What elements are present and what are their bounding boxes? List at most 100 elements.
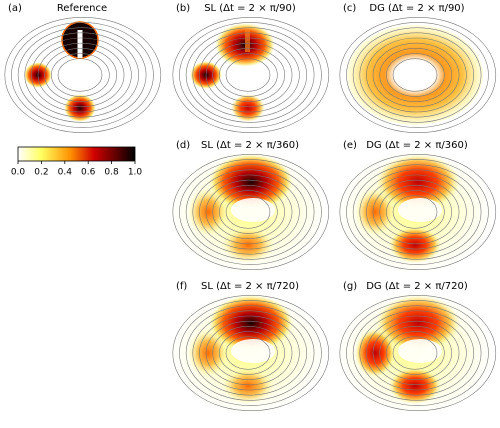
- panel-title: SL (Δt = 2 × π/360): [201, 140, 299, 151]
- streamline: [359, 310, 475, 396]
- streamline: [185, 27, 315, 123]
- disk-slot: [77, 30, 83, 58]
- streamline: [225, 336, 271, 370]
- streamline: [172, 153, 330, 271]
- panel-label: (b): [176, 3, 190, 14]
- field-hole: [398, 198, 442, 222]
- streamline: [199, 315, 300, 391]
- streamline: [339, 16, 497, 134]
- field-blob: [188, 329, 228, 377]
- field-hole: [231, 339, 275, 363]
- streamline: [352, 164, 482, 260]
- panel-label: (f): [176, 281, 187, 292]
- streamline: [372, 320, 460, 386]
- streamline: [225, 58, 271, 92]
- field-hole: [231, 198, 275, 222]
- streamline: [37, 42, 125, 108]
- field-blob: [231, 94, 265, 122]
- colorbar-gradient: [17, 146, 136, 162]
- colorbar-tick-label: 0.2: [34, 168, 48, 178]
- field-blob: [355, 188, 395, 236]
- field-ring: [347, 25, 483, 125]
- panel-title: Reference: [57, 3, 107, 14]
- panel: (d) SL (Δt = 2 × π/360): [170, 140, 330, 274]
- streamline: [11, 22, 154, 128]
- streamline: [17, 27, 147, 123]
- field-blob: [389, 227, 441, 263]
- streamline: [392, 58, 438, 92]
- streamline: [386, 53, 445, 97]
- streamline: [212, 185, 285, 239]
- panel: (e) DG (Δt = 2 × π/360): [337, 140, 497, 274]
- panel-title: DG (Δt = 2 × π/360): [366, 140, 468, 151]
- streamline: [51, 53, 110, 97]
- streamline: [212, 48, 285, 102]
- streamline: [352, 305, 482, 401]
- streamline: [185, 164, 315, 260]
- panel: (g) DG (Δt = 2 × π/720): [337, 281, 497, 415]
- panel-title: SL (Δt = 2 × π/720): [201, 281, 299, 292]
- field-blob: [222, 368, 274, 404]
- streamline: [172, 16, 330, 134]
- streamline: [192, 32, 308, 118]
- field-blob: [188, 188, 228, 236]
- streamline: [205, 320, 293, 386]
- panel-title: DG (Δt = 2 × π/90): [369, 3, 464, 14]
- panel-title: SL (Δt = 2 × π/90): [204, 3, 296, 14]
- streamline: [359, 32, 475, 118]
- streamline: [192, 310, 308, 396]
- streamline: [219, 331, 278, 375]
- colorbar-tick-label: 0.8: [104, 168, 119, 178]
- field-blob: [209, 154, 293, 210]
- streamline: [339, 153, 497, 271]
- streamline: [172, 294, 330, 412]
- colorbar-tick-label: 0.0: [11, 168, 26, 178]
- streamline: [346, 300, 489, 406]
- streamline: [386, 331, 445, 375]
- streamline: [339, 294, 497, 412]
- streamline: [205, 179, 293, 245]
- streamline: [386, 190, 445, 234]
- streamline: [392, 195, 438, 229]
- field-blob: [376, 295, 460, 351]
- streamline: [4, 16, 162, 134]
- streamline: [24, 32, 140, 118]
- streamline: [366, 315, 467, 391]
- streamline: [212, 326, 285, 380]
- panel-label: (e): [343, 140, 357, 151]
- panel: (b) SL (Δt = 2 × π/90): [172, 3, 330, 134]
- streamline: [359, 169, 475, 255]
- streamline: [199, 174, 300, 250]
- field-blob: [389, 368, 441, 404]
- panel: (f) SL (Δt = 2 × π/720): [170, 281, 330, 415]
- panel-label: (c): [343, 3, 356, 14]
- streamline: [185, 305, 315, 401]
- field-blob: [64, 94, 96, 122]
- field-hole: [398, 339, 442, 363]
- field-blob: [355, 329, 395, 377]
- streamline: [44, 48, 117, 102]
- streamline: [57, 58, 103, 92]
- colorbar-tick-label: 1.0: [128, 168, 143, 178]
- streamline: [392, 336, 438, 370]
- streamline: [31, 37, 132, 113]
- panels: (a) Reference (b) SL (Δt = 2 × π/90) (c) DG (…: [4, 3, 497, 415]
- streamline: [379, 326, 453, 380]
- streamline: [366, 37, 467, 113]
- streamline: [379, 185, 453, 239]
- streamline: [346, 159, 489, 265]
- colorbar-tick-label: 0.6: [81, 168, 96, 178]
- streamline: [179, 300, 322, 406]
- streamline: [219, 53, 278, 97]
- panel-title: DG (Δt = 2 × π/720): [366, 281, 468, 292]
- disk-slot: [245, 30, 250, 52]
- streamline: [372, 179, 460, 245]
- colorbar-tick-label: 0.4: [58, 168, 73, 178]
- panel-label: (d): [176, 140, 190, 151]
- streamline: [219, 190, 278, 234]
- streamline: [199, 37, 300, 113]
- panel: (a) Reference: [4, 3, 162, 134]
- streamline: [179, 159, 322, 265]
- streamline: [352, 27, 482, 123]
